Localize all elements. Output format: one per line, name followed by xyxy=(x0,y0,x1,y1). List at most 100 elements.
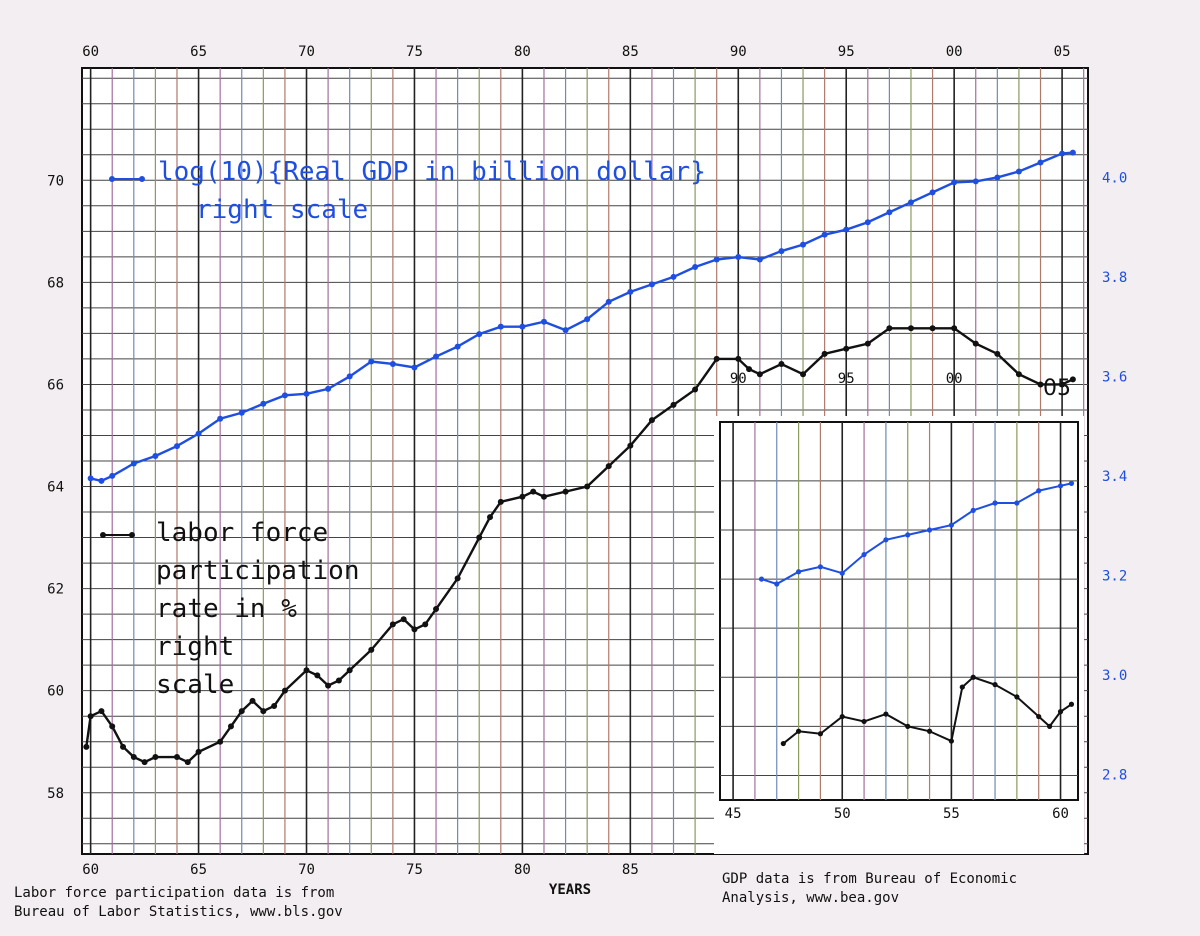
inset-data-point xyxy=(795,569,802,575)
data-point xyxy=(83,743,90,750)
inset-data-point xyxy=(970,507,976,513)
data-point xyxy=(746,366,753,373)
data-point xyxy=(886,209,893,216)
data-point xyxy=(454,575,461,582)
data-point xyxy=(173,443,180,450)
left-y-tick-label: 62 xyxy=(47,582,64,598)
axis-labels: 60 65 70 75 80 85 90 95 00 05 60 65 70 75 80 85 YEARS 58 6… xyxy=(47,44,1127,898)
data-point xyxy=(98,708,105,715)
data-point xyxy=(843,226,850,233)
data-point xyxy=(530,488,537,495)
inset-x-tick-label: 55 xyxy=(943,806,960,822)
inset-data-point xyxy=(905,532,911,538)
data-point xyxy=(346,667,353,674)
bottom-x-tick-label: 75 xyxy=(406,862,423,878)
data-point xyxy=(670,273,677,280)
data-point xyxy=(929,325,936,332)
data-point xyxy=(1059,150,1066,157)
data-point xyxy=(605,463,612,470)
inset-x-tick-label: 50 xyxy=(834,806,851,822)
left-y-tick-label: 70 xyxy=(47,173,64,189)
inset-series-line xyxy=(761,482,1072,586)
inset-data-point xyxy=(817,564,824,570)
left-source-note: Labor force participation data is from B… xyxy=(14,885,343,920)
top-x-tick-label: 05 xyxy=(1054,44,1071,60)
data-point xyxy=(562,488,569,495)
data-point xyxy=(929,189,936,196)
data-point xyxy=(314,672,321,679)
data-point xyxy=(195,430,202,437)
data-point xyxy=(152,453,159,460)
top-x-tick-label: 00 xyxy=(946,44,963,60)
data-point xyxy=(281,687,288,694)
data-point xyxy=(325,385,332,392)
data-point xyxy=(886,325,893,332)
data-point xyxy=(692,386,699,393)
data-point xyxy=(519,493,526,500)
top-x-tick-label: 85 xyxy=(622,44,639,60)
data-point xyxy=(778,248,785,255)
data-point xyxy=(87,475,94,482)
data-point xyxy=(217,738,224,745)
data-point xyxy=(864,219,871,226)
top-x-tick-label: 75 xyxy=(406,44,423,60)
inset-chart: 45 50 55 60 xyxy=(714,416,1084,854)
data-point xyxy=(540,493,547,500)
inset-data-point xyxy=(774,581,780,587)
data-point xyxy=(713,355,720,362)
data-point xyxy=(800,371,807,378)
data-point xyxy=(735,254,742,261)
left-y-tick-label: 60 xyxy=(47,684,64,700)
data-point xyxy=(411,364,418,371)
top-x-tick-label: 95 xyxy=(838,44,855,60)
data-point xyxy=(260,400,267,407)
data-point xyxy=(864,340,871,347)
data-point xyxy=(173,754,180,761)
gdp-legend-label: log(10){Real GDP in billion dollar} xyxy=(158,157,706,187)
inset-data-point xyxy=(780,740,786,747)
data-point xyxy=(335,677,342,684)
inset-data-point xyxy=(1036,488,1042,494)
data-point xyxy=(907,325,914,332)
inset-data-point xyxy=(1068,701,1075,707)
labor-legend-label-line: labor force xyxy=(156,518,328,548)
data-point xyxy=(584,483,591,490)
data-point xyxy=(109,472,116,479)
data-point xyxy=(454,343,461,350)
data-point xyxy=(152,754,159,761)
data-point xyxy=(497,323,504,330)
data-point xyxy=(433,353,440,360)
inset-data-point xyxy=(839,570,845,576)
data-point xyxy=(972,340,979,347)
left-y-tick-label: 64 xyxy=(47,480,64,496)
inset-x-tick-label: 45 xyxy=(725,806,742,822)
data-point xyxy=(994,174,1001,181)
data-point xyxy=(562,327,569,334)
data-point xyxy=(627,288,634,295)
inset-data-point xyxy=(926,728,933,734)
gdp-legend-label-line2: right scale xyxy=(196,195,368,225)
inplot-year-label: 95 xyxy=(838,371,855,387)
data-point xyxy=(756,256,763,263)
data-point xyxy=(422,621,429,628)
top-x-tick-label: 90 xyxy=(730,44,747,60)
data-point xyxy=(627,442,634,449)
inset-data-point xyxy=(959,684,965,690)
top-x-tick-label: 60 xyxy=(82,44,99,60)
bottom-x-tick-label: 70 xyxy=(298,862,315,878)
right-y-tick-label: 3.8 xyxy=(1102,270,1127,286)
right-y-tick-label: 3.0 xyxy=(1102,668,1127,684)
data-point xyxy=(778,361,785,368)
data-point xyxy=(368,646,375,653)
labor-legend-label-line: right xyxy=(156,632,234,662)
data-point xyxy=(260,708,267,715)
inset-data-point xyxy=(861,551,867,558)
legend-layer: log(10){Real GDP in billion dollar} right… xyxy=(100,157,706,700)
inset-data-point xyxy=(1057,709,1064,715)
inset-data-point xyxy=(1068,480,1075,486)
right-y-tick-label: 3.4 xyxy=(1102,469,1127,485)
inset-data-point xyxy=(1057,483,1064,489)
data-point xyxy=(249,697,256,704)
data-point xyxy=(605,298,612,305)
data-point xyxy=(519,323,526,330)
